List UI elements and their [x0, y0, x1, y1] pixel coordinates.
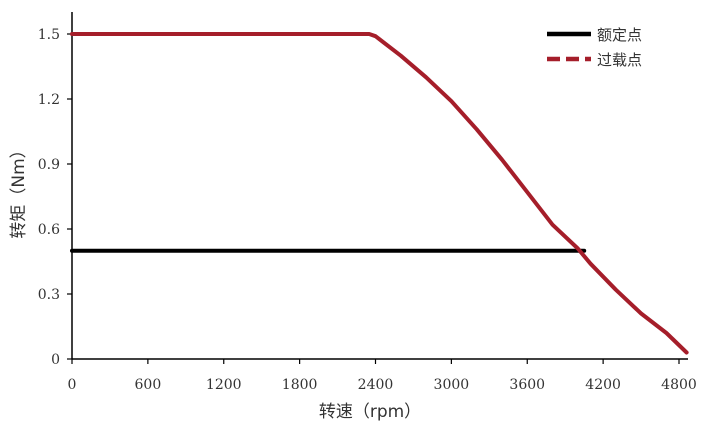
x-tick-label: 3600 [509, 377, 545, 393]
x-tick-label: 1200 [206, 377, 242, 393]
legend: 额定点 过载点 [547, 26, 642, 69]
y-tick-label: 0.6 [38, 222, 60, 238]
x-axis-title: 转速（rpm） [319, 402, 421, 422]
x-tick-label: 1800 [282, 377, 318, 393]
y-tick-label: 1.5 [38, 27, 60, 43]
y-axis-title: 转矩（Nm） [9, 141, 29, 238]
series-lines [70, 32, 689, 355]
x-tick-label: 4800 [661, 377, 697, 393]
y-tick-label: 0 [51, 352, 60, 368]
x-tick-label: 3000 [434, 377, 470, 393]
y-tick-label: 0.9 [38, 157, 60, 173]
overload-line [70, 32, 689, 355]
legend-label-overload: 过载点 [597, 51, 642, 69]
y-tick-label: 1.2 [38, 92, 60, 108]
axes [71, 12, 688, 360]
x-tick-label: 4200 [585, 377, 621, 393]
x-tick-label: 2400 [358, 377, 394, 393]
x-tick-label: 600 [135, 377, 162, 393]
y-tick-label: 0.3 [38, 287, 60, 303]
x-tick-label: 0 [68, 377, 77, 393]
x-ticks: 0 600 1200 1800 2400 3000 3600 4200 4800 [68, 359, 697, 393]
y-ticks: 0 0.3 0.6 0.9 1.2 1.5 [38, 27, 72, 368]
legend-label-rated: 额定点 [597, 26, 642, 44]
